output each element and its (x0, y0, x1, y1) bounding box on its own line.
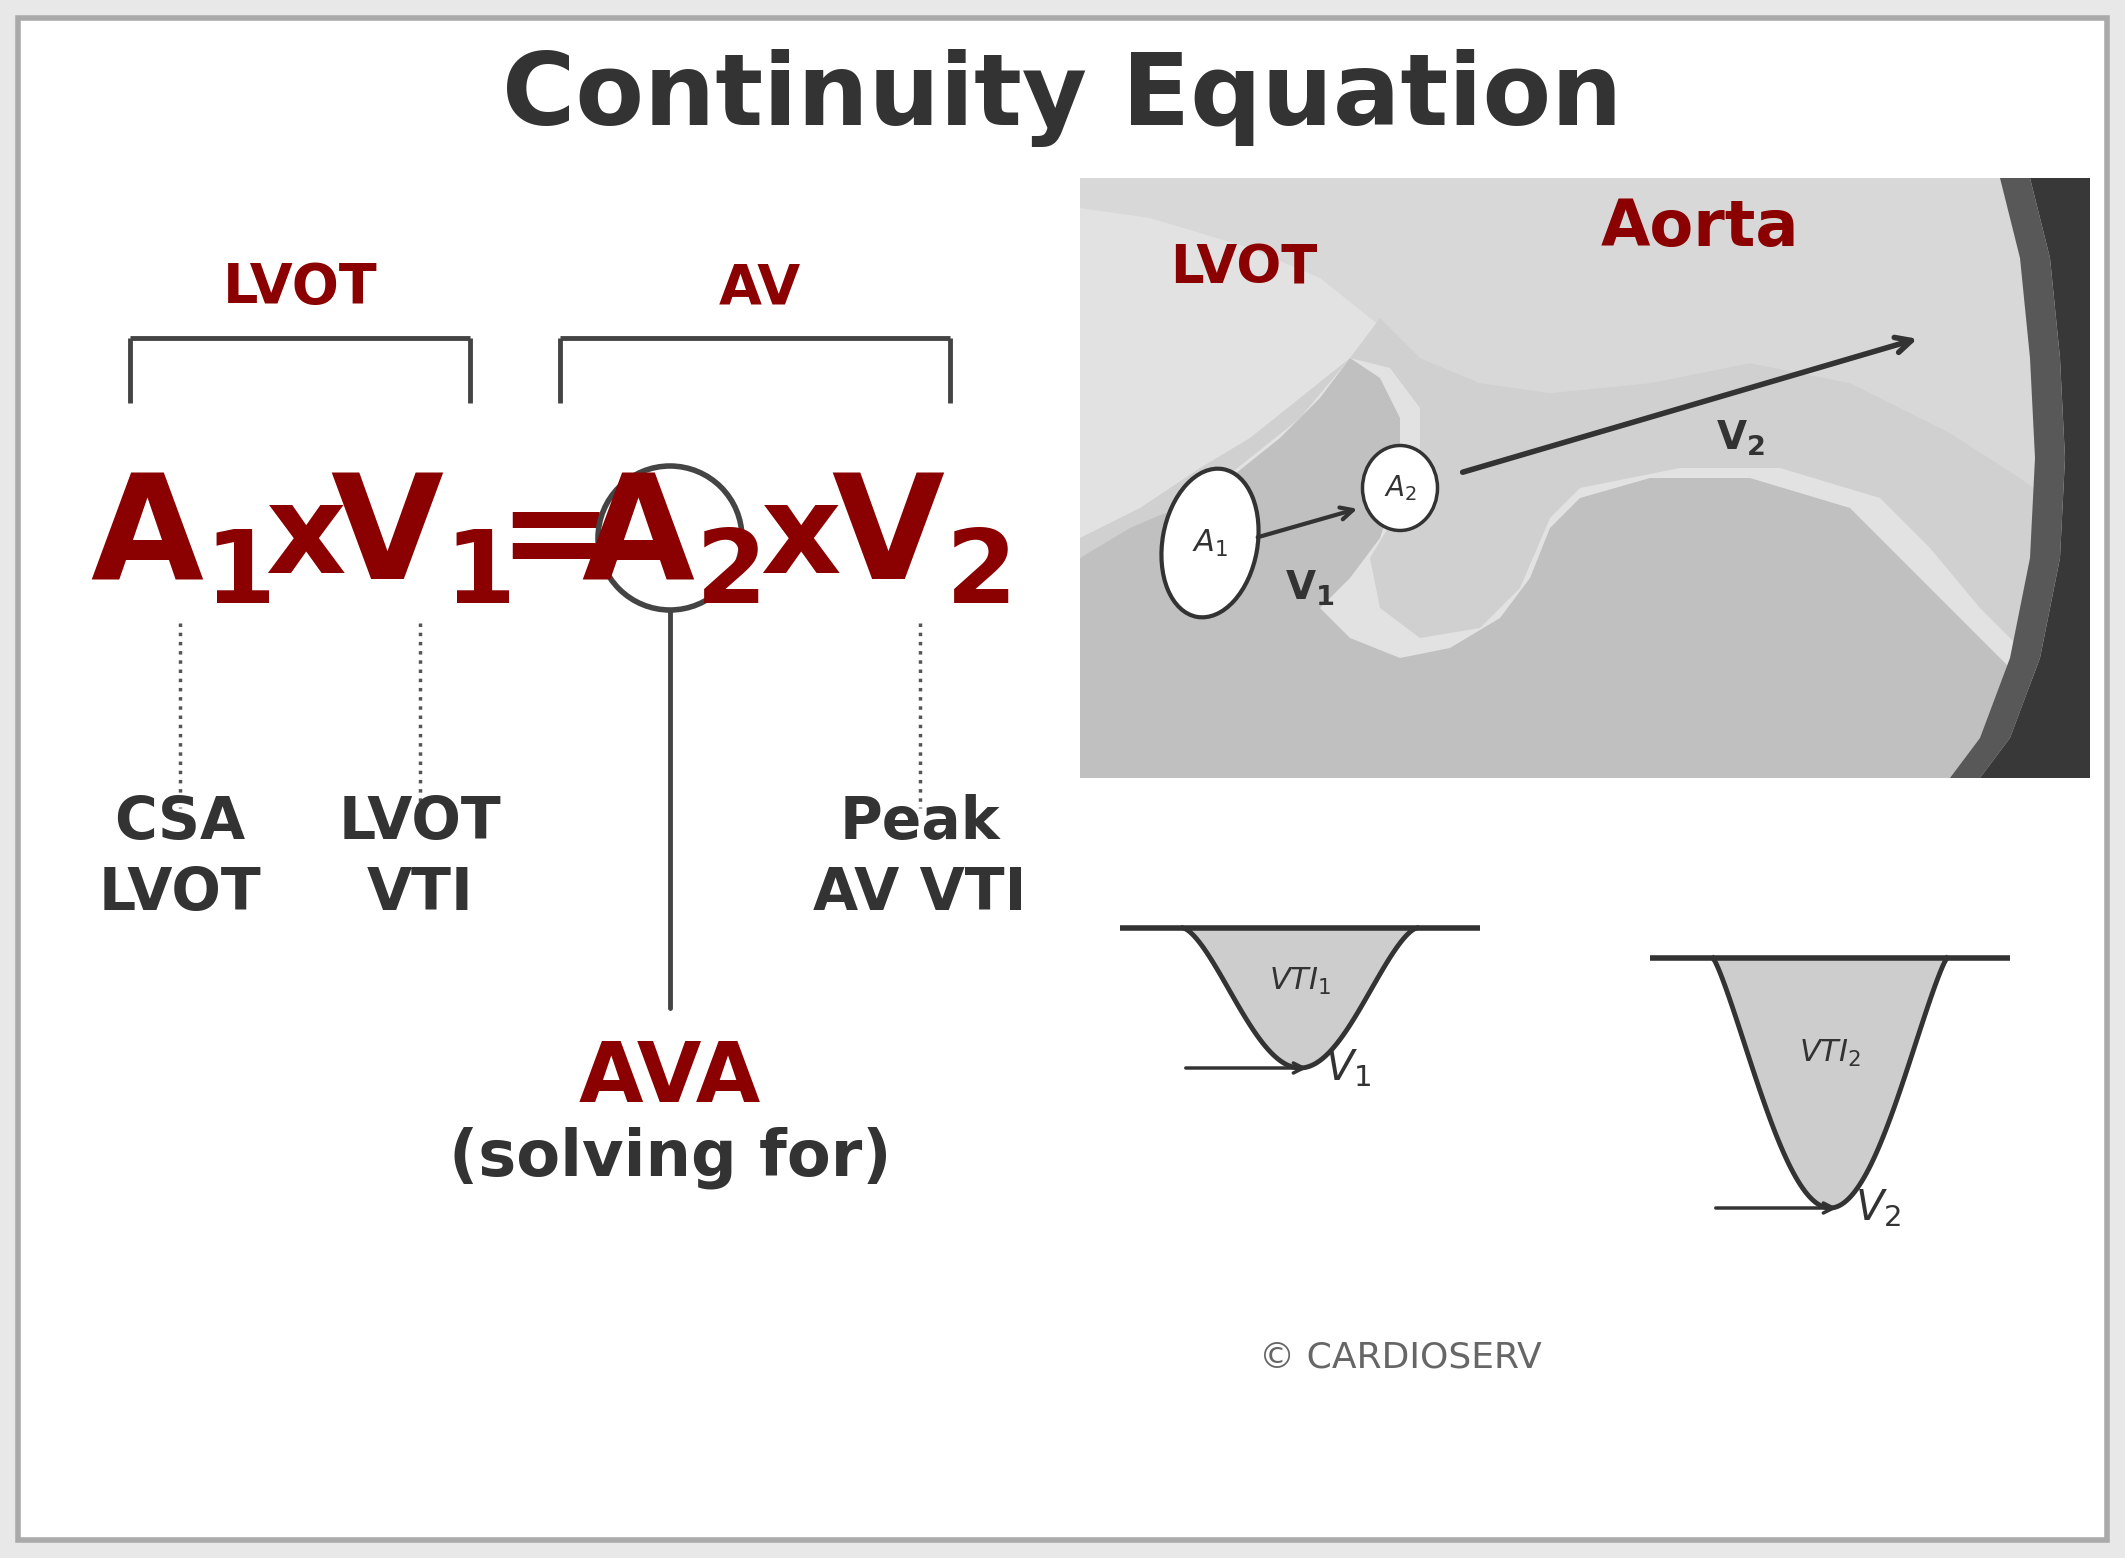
Text: LVOT: LVOT (223, 262, 378, 315)
Text: © CARDIOSERV: © CARDIOSERV (1258, 1341, 1541, 1376)
FancyBboxPatch shape (1080, 178, 2091, 777)
Text: AV: AV (718, 262, 801, 315)
Text: AVA: AVA (578, 1038, 761, 1119)
Text: $\mathbf{V_1}$: $\mathbf{V_1}$ (1286, 569, 1334, 608)
Polygon shape (1080, 178, 2091, 508)
Text: Peak
AV VTI: Peak AV VTI (814, 795, 1026, 922)
Polygon shape (1951, 178, 2066, 777)
Text: $\mathbf{A_2}$: $\mathbf{A_2}$ (580, 467, 759, 609)
Text: (solving for): (solving for) (448, 1126, 890, 1189)
Text: $A_1$: $A_1$ (1192, 528, 1228, 559)
Ellipse shape (1162, 469, 1258, 617)
Text: $\mathbf{V_1}$: $\mathbf{V_1}$ (329, 467, 510, 609)
Text: CSA
LVOT: CSA LVOT (98, 795, 261, 922)
Text: $\mathbf{x}$: $\mathbf{x}$ (266, 477, 346, 598)
Text: LVOT: LVOT (1171, 241, 1318, 294)
Ellipse shape (1362, 446, 1436, 531)
Text: LVOT
VTI: LVOT VTI (338, 795, 502, 922)
Polygon shape (1080, 358, 2091, 777)
Text: $VTI_1$: $VTI_1$ (1269, 966, 1330, 997)
Text: $\mathbf{V_2}$: $\mathbf{V_2}$ (831, 467, 1009, 609)
Polygon shape (1980, 178, 2091, 777)
Text: $\mathbf{V_2}$: $\mathbf{V_2}$ (1715, 419, 1764, 458)
Text: $V_2$: $V_2$ (1855, 1187, 1902, 1229)
Text: $\mathbf{A_1}$: $\mathbf{A_1}$ (89, 467, 270, 609)
Text: $\mathbf{x}$: $\mathbf{x}$ (759, 477, 839, 598)
Text: Aorta: Aorta (1600, 196, 1800, 259)
Polygon shape (1080, 178, 2091, 528)
Text: $VTI_2$: $VTI_2$ (1800, 1038, 1862, 1069)
Text: $V_1$: $V_1$ (1326, 1047, 1371, 1089)
Polygon shape (1080, 318, 2091, 707)
FancyBboxPatch shape (17, 19, 2108, 1539)
Text: $A_2$: $A_2$ (1383, 474, 1417, 503)
Text: $\mathbf{=}$: $\mathbf{=}$ (470, 471, 601, 606)
Text: Continuity Equation: Continuity Equation (502, 48, 1624, 146)
